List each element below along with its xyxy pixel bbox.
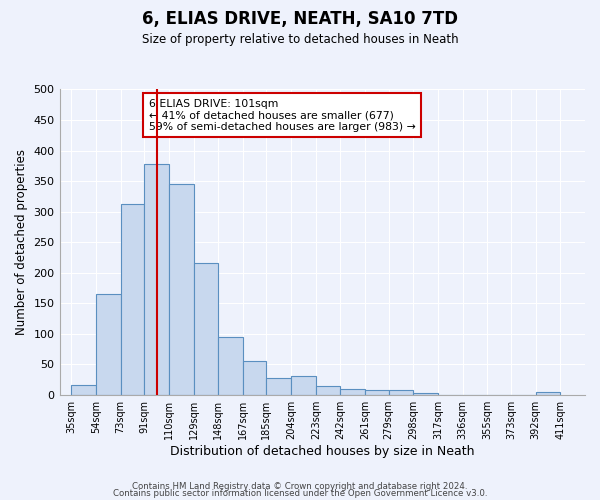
Bar <box>243 361 266 394</box>
Bar <box>536 392 560 394</box>
Bar <box>365 390 389 394</box>
Bar <box>121 204 144 394</box>
Bar <box>194 264 218 394</box>
Bar <box>169 184 194 394</box>
Y-axis label: Number of detached properties: Number of detached properties <box>15 149 28 335</box>
X-axis label: Distribution of detached houses by size in Neath: Distribution of detached houses by size … <box>170 444 475 458</box>
Bar <box>218 336 243 394</box>
Text: Contains public sector information licensed under the Open Government Licence v3: Contains public sector information licen… <box>113 490 487 498</box>
Bar <box>340 389 365 394</box>
Text: Contains HM Land Registry data © Crown copyright and database right 2024.: Contains HM Land Registry data © Crown c… <box>132 482 468 491</box>
Bar <box>316 386 340 394</box>
Bar <box>266 378 291 394</box>
Bar <box>144 164 169 394</box>
Bar <box>291 376 316 394</box>
Bar <box>389 390 413 394</box>
Bar <box>71 385 96 394</box>
Text: Size of property relative to detached houses in Neath: Size of property relative to detached ho… <box>142 32 458 46</box>
Bar <box>96 294 121 394</box>
Text: 6, ELIAS DRIVE, NEATH, SA10 7TD: 6, ELIAS DRIVE, NEATH, SA10 7TD <box>142 10 458 28</box>
Text: 6 ELIAS DRIVE: 101sqm
← 41% of detached houses are smaller (677)
59% of semi-det: 6 ELIAS DRIVE: 101sqm ← 41% of detached … <box>149 98 416 132</box>
